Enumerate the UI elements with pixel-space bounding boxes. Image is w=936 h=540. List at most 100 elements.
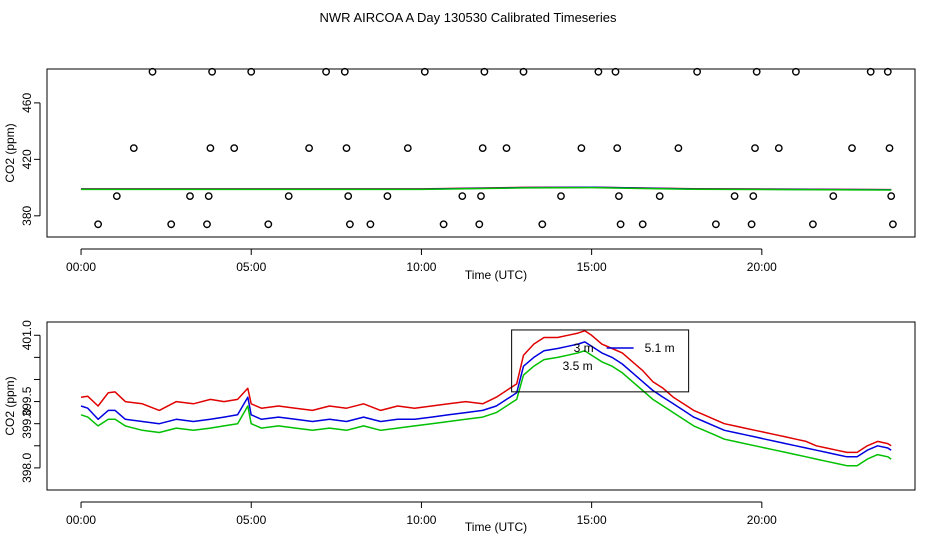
legend-label: 3 m — [574, 341, 594, 355]
data-point — [148, 67, 157, 76]
data-point — [366, 220, 375, 229]
data-point — [458, 192, 467, 201]
y-tick-label: 398.0 — [20, 453, 34, 483]
data-point — [557, 192, 565, 201]
data-point — [264, 220, 273, 229]
data-point — [480, 67, 489, 76]
x-axis: 00:00 05:00 10:00 15:00 20:00 Time (UTC) — [66, 501, 777, 534]
data-point — [883, 67, 892, 76]
data-point — [829, 192, 838, 201]
data-point — [730, 192, 739, 201]
x-tick-label: 15:00 — [577, 260, 607, 274]
data-point — [186, 192, 194, 201]
data-point — [594, 67, 603, 76]
legend-label: 3.5 m — [563, 359, 593, 373]
x-tick-label: 10:00 — [406, 260, 436, 274]
y-axis-label: CO2 (ppm) — [3, 123, 17, 182]
data-point — [478, 144, 487, 153]
data-point — [340, 67, 349, 76]
x-tick-label: 00:00 — [66, 260, 96, 274]
data-point — [284, 192, 293, 201]
data-point — [848, 144, 856, 153]
x-axis: 00:00 05:00 10:00 15:00 20:00 Time (UTC) — [66, 248, 777, 282]
plot-frame — [46, 321, 916, 491]
x-tick-label: 00:00 — [66, 513, 96, 527]
y-tick-label: 420 — [20, 149, 34, 169]
data-point — [611, 67, 620, 76]
x-tick-label: 10:00 — [406, 513, 436, 527]
data-point — [774, 144, 783, 153]
data-point — [206, 144, 215, 153]
data-point — [342, 144, 351, 153]
top-panel: 00:00 05:00 10:00 15:00 20:00 Time (UTC) 380 42… — [3, 67, 916, 282]
bottom-panel: 00:00 05:00 10:00 15:00 20:00 Time (UTC) 398.0… — [3, 320, 916, 534]
data-point — [615, 192, 623, 201]
legend: 3 m 5.1 m 3.5 m — [511, 329, 690, 393]
data-point — [247, 67, 256, 76]
data-point — [752, 67, 761, 76]
data-point — [94, 220, 103, 229]
data-point — [129, 144, 138, 153]
y-tick-label: 380 — [20, 205, 34, 225]
data-point — [403, 144, 412, 153]
data-point — [889, 220, 897, 229]
x-tick-label: 20:00 — [747, 260, 777, 274]
data-point — [809, 220, 817, 229]
data-point — [792, 67, 800, 76]
x-axis-label: Time (UTC) — [465, 520, 527, 534]
data-point — [613, 144, 622, 153]
data-point — [866, 67, 875, 76]
x-tick-label: 05:00 — [236, 260, 266, 274]
data-point — [747, 220, 756, 229]
data-point — [749, 192, 758, 201]
data-point — [345, 220, 354, 229]
data-point — [204, 192, 213, 201]
series-line — [80, 341, 892, 458]
data-point — [344, 192, 353, 201]
x-tick-label: 05:00 — [236, 513, 266, 527]
series-line — [80, 349, 892, 467]
y-axis-label: CO2 (ppm) — [3, 376, 17, 435]
data-point — [519, 67, 528, 76]
data-point — [712, 220, 720, 229]
data-point — [638, 220, 647, 229]
data-point — [887, 192, 896, 201]
data-point — [208, 67, 217, 76]
data-point — [439, 220, 448, 229]
data-point — [616, 220, 625, 229]
data-point — [203, 220, 211, 229]
data-point — [112, 192, 121, 201]
series-line — [81, 186, 892, 191]
data-point — [751, 144, 759, 153]
page-title: NWR AIRCOA A Day 130530 Calibrated Times… — [320, 10, 617, 25]
y-tick-label: 401.0 — [20, 320, 34, 350]
data-point — [475, 220, 484, 229]
y-tick-label: 399.5 — [20, 386, 34, 416]
y-tick-label: 399.0 — [20, 408, 34, 438]
data-point — [305, 144, 313, 153]
data-point — [885, 144, 894, 153]
legend-label: 5.1 m — [645, 341, 675, 355]
data-point — [420, 67, 429, 76]
series-line — [80, 330, 892, 454]
data-point — [322, 67, 330, 76]
legend-box — [511, 329, 690, 393]
plot-frame — [46, 68, 916, 238]
x-tick-label: 20:00 — [747, 513, 777, 527]
data-point — [693, 67, 701, 76]
data-point — [477, 192, 485, 201]
data-point — [538, 220, 547, 229]
data-point — [230, 144, 239, 153]
data-point — [655, 192, 664, 201]
x-axis-label: Time (UTC) — [465, 268, 527, 282]
data-point — [502, 144, 511, 153]
data-point — [167, 220, 176, 229]
y-tick-label: 460 — [20, 93, 34, 113]
data-point — [674, 144, 683, 153]
x-tick-label: 15:00 — [577, 513, 607, 527]
data-point — [577, 144, 586, 153]
data-point — [383, 192, 392, 201]
